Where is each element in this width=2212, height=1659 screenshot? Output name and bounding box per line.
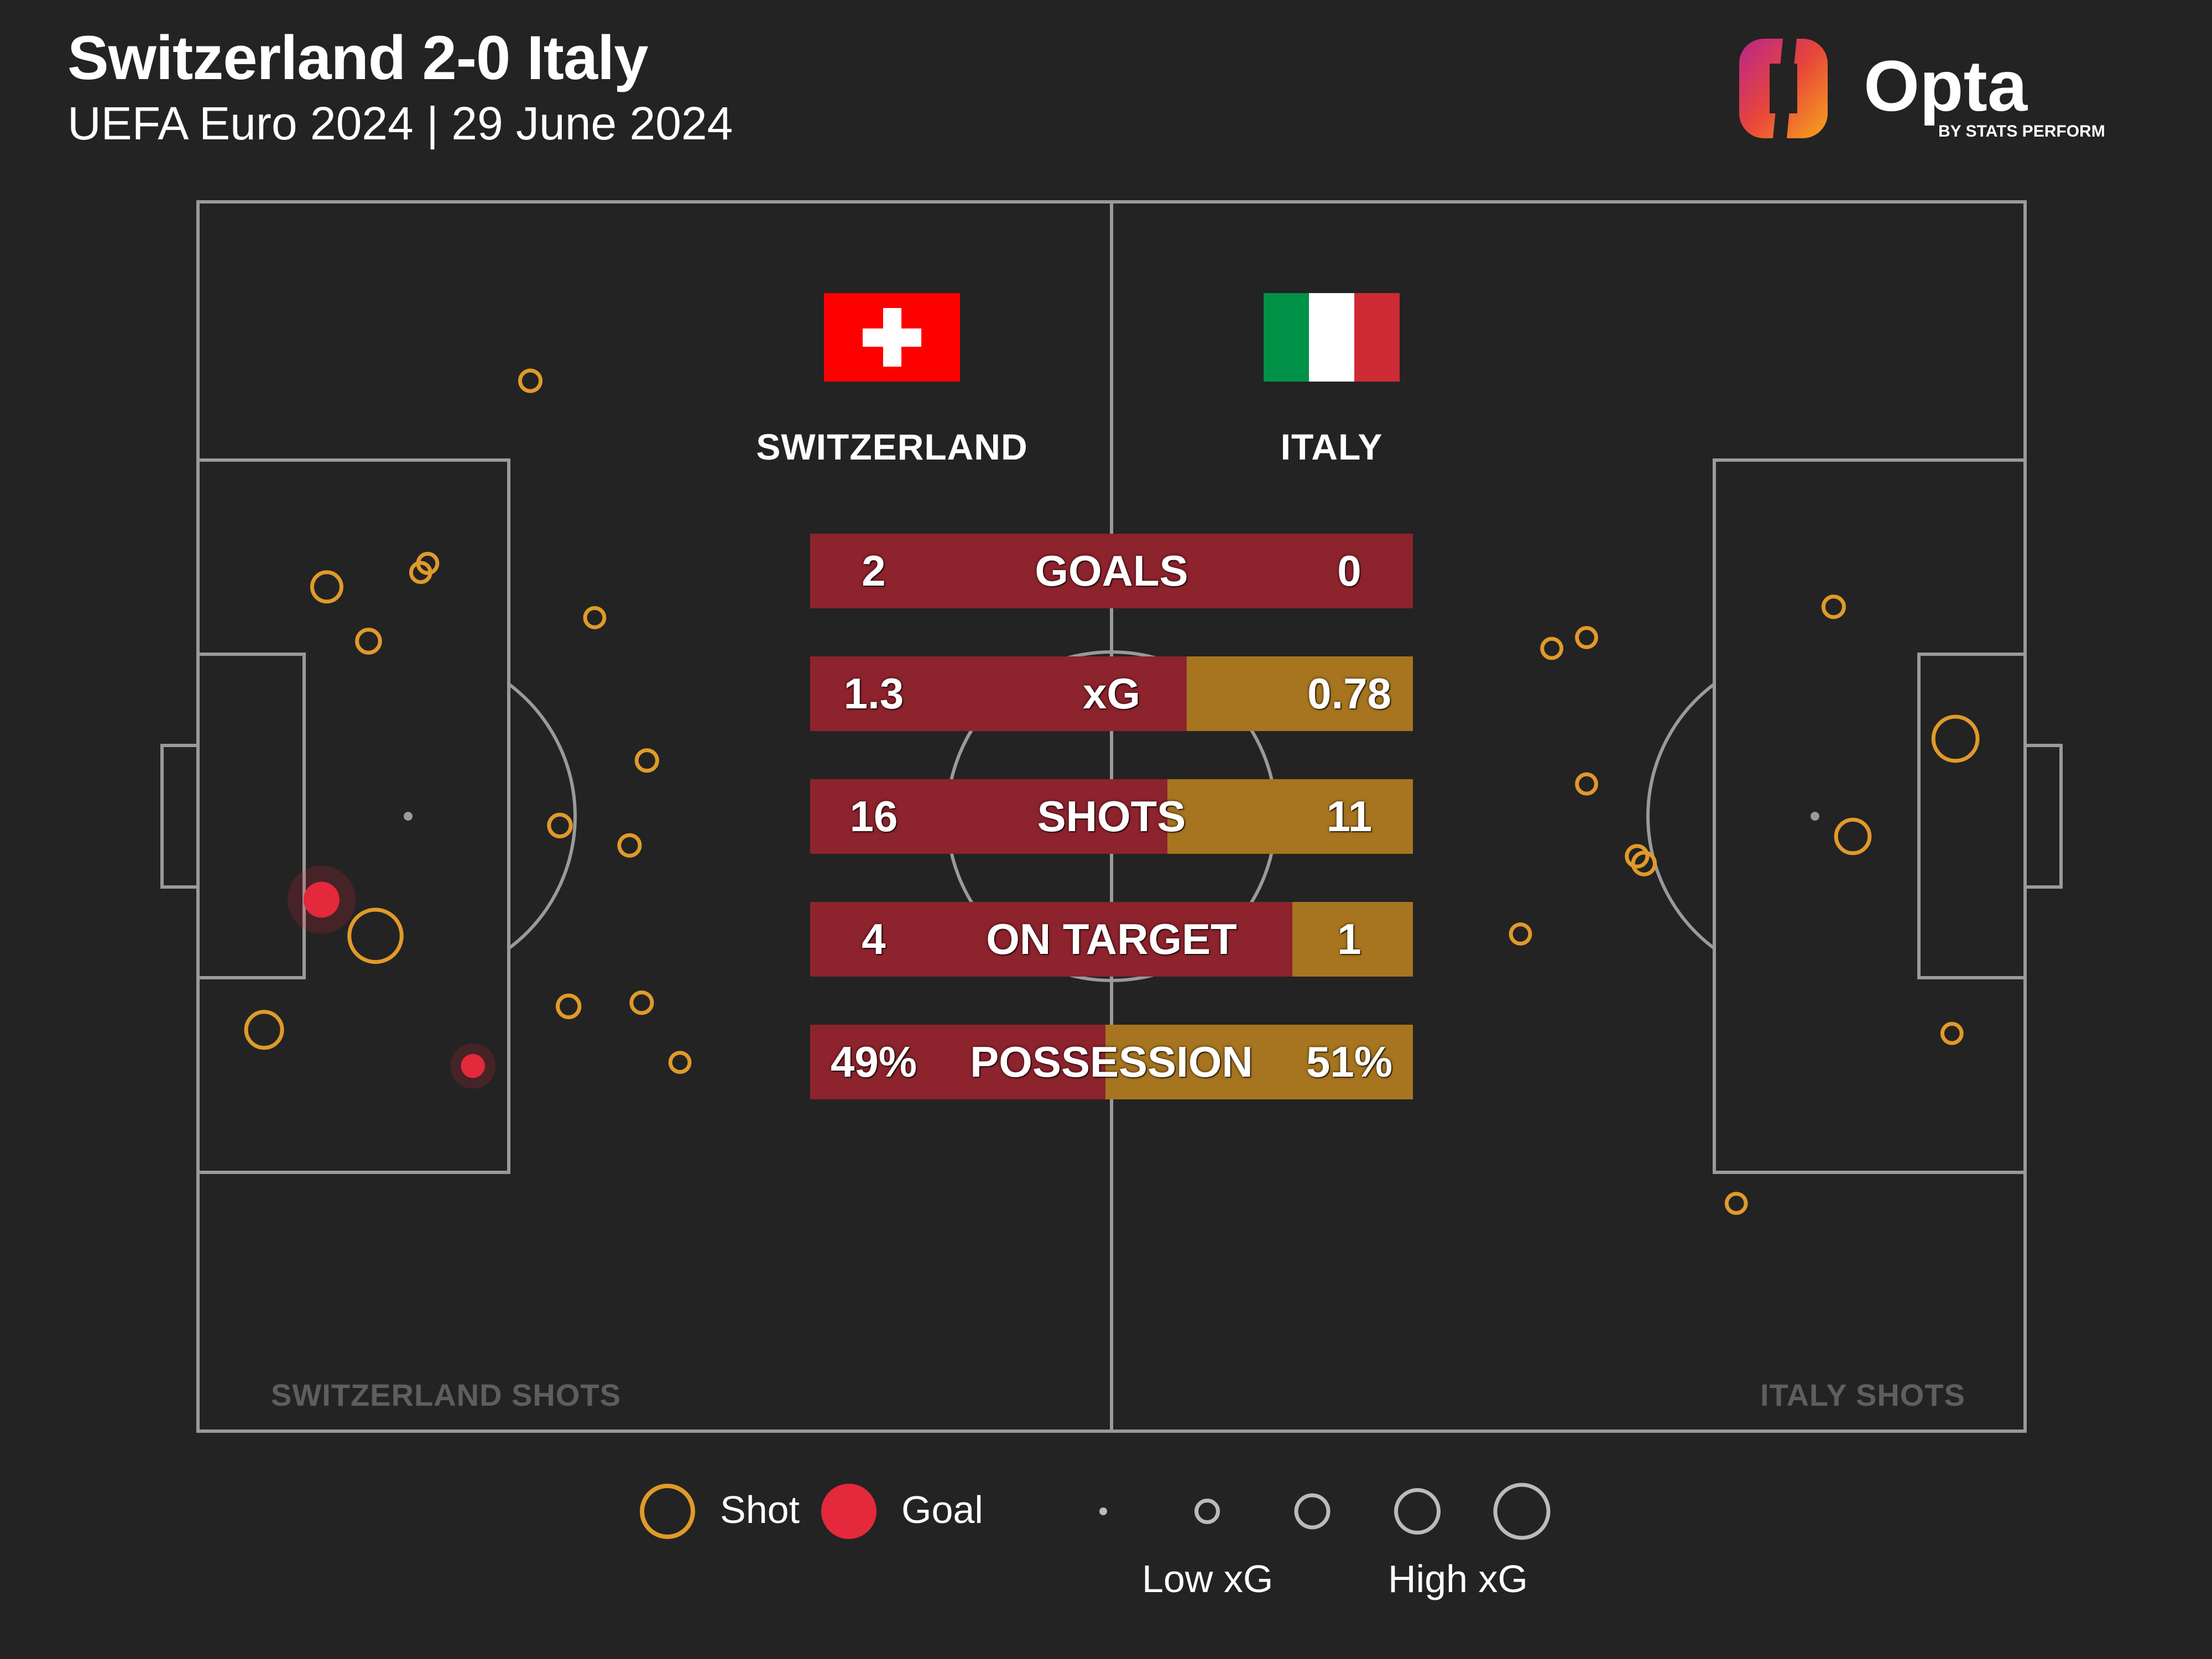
- away-shot-marker: [1931, 714, 1980, 763]
- stat-label: ON TARGET: [986, 915, 1237, 963]
- away-stat-bar: [1187, 656, 1413, 731]
- away-shot-marker: [1724, 1192, 1748, 1215]
- legend-xg-size-marker: [1394, 1488, 1441, 1535]
- home-stat-bar: [810, 1025, 1105, 1099]
- away-stat-value: 51%: [1306, 1037, 1393, 1086]
- legend-shot-icon: [640, 1484, 695, 1539]
- stat-row: 1.3 xG 0.78: [810, 656, 1413, 731]
- home-shot-marker: [555, 993, 582, 1020]
- home-shot-marker: [347, 907, 404, 964]
- opta-logo: Opta BY STATS PERFORM: [1739, 33, 2105, 144]
- legend-xg-size-marker: [1099, 1507, 1107, 1515]
- page-title: Switzerland 2-0 Italy: [67, 23, 649, 92]
- left-goal: [160, 744, 200, 889]
- stat-label: POSSESSION: [970, 1037, 1253, 1086]
- legend-high-xg-label: High xG: [1388, 1557, 1528, 1600]
- away-shots-label: ITALY SHOTS: [1760, 1378, 1965, 1412]
- left-penalty-arc: [508, 682, 577, 950]
- switzerland-flag: [824, 293, 960, 382]
- stat-row: 4 ON TARGET 1: [810, 902, 1413, 977]
- home-shot-marker: [244, 1010, 284, 1050]
- stat-label: GOALS: [1035, 546, 1188, 595]
- stat-row: 16 SHOTS 11: [810, 779, 1413, 854]
- home-shot-marker: [634, 748, 659, 773]
- home-shot-marker: [668, 1051, 692, 1074]
- home-shot-marker: [355, 628, 382, 655]
- away-stat-bar: [1105, 1025, 1413, 1099]
- home-stat-bar: [810, 534, 1413, 608]
- home-stat-value: 1.3: [843, 669, 904, 718]
- stat-label: SHOTS: [1037, 792, 1186, 841]
- page-subtitle: UEFA Euro 2024 | 29 June 2024: [67, 97, 733, 149]
- italy-flag: [1264, 293, 1400, 382]
- stat-label: xG: [1082, 669, 1141, 718]
- away-shot-marker: [1940, 1021, 1964, 1045]
- right-penalty-area: [1713, 458, 2027, 1174]
- home-shot-marker: [310, 570, 343, 604]
- home-shots-label: SWITZERLAND SHOTS: [271, 1378, 621, 1412]
- home-shot-marker: [583, 606, 607, 629]
- away-shot-marker: [1575, 772, 1598, 796]
- away-team-name: ITALY: [1280, 426, 1383, 467]
- away-shot-marker: [1509, 922, 1532, 946]
- legend-xg-size-marker: [1493, 1483, 1551, 1540]
- away-stat-value: 11: [1326, 792, 1373, 841]
- away-shot-marker: [1821, 594, 1846, 619]
- home-goal-marker: [461, 1053, 485, 1078]
- legend-low-xg-label: Low xG: [1142, 1557, 1274, 1600]
- legend-shot-label: Shot: [720, 1488, 800, 1531]
- shots-layer: [244, 368, 1980, 1215]
- home-stat-value: 2: [862, 546, 886, 595]
- away-stat-bar: [1292, 902, 1413, 977]
- right-goal: [2023, 744, 2063, 889]
- home-stat-bar: [810, 779, 1167, 854]
- home-shot-marker: [409, 561, 432, 585]
- home-stat-value: 49%: [830, 1037, 917, 1086]
- right-six-yard-box: [1917, 653, 2027, 979]
- away-shot-marker: [1575, 626, 1598, 649]
- home-goal-marker: [303, 881, 340, 918]
- away-shot-marker: [1631, 851, 1657, 877]
- away-stat-value: 0.78: [1307, 669, 1391, 718]
- legend-xg-size-marker: [1194, 1499, 1220, 1524]
- left-penalty-spot: [404, 812, 413, 821]
- home-team-name: SWITZERLAND: [756, 426, 1028, 467]
- legend-goal-icon: [821, 1484, 877, 1539]
- legend-goal-label: Goal: [901, 1488, 983, 1531]
- away-shot-marker: [1625, 844, 1650, 869]
- away-shot-marker: [1834, 817, 1872, 855]
- legend: [640, 1483, 1551, 1540]
- away-stat-bar: [1167, 779, 1413, 854]
- right-penalty-spot: [1811, 812, 1819, 821]
- logo-wordmark: Opta: [1864, 45, 2028, 126]
- home-shot-marker: [518, 368, 543, 393]
- away-shot-marker: [1540, 637, 1564, 660]
- home-stat-bar: [810, 902, 1292, 977]
- away-stat-value: 0: [1337, 546, 1361, 595]
- legend-xg-size-marker: [1294, 1493, 1331, 1530]
- home-shot-marker: [629, 990, 654, 1015]
- stat-row: 49% POSSESSION 51%: [810, 1025, 1413, 1099]
- stat-row: 2 GOALS 0: [810, 534, 1413, 608]
- away-stat-value: 1: [1337, 915, 1361, 963]
- left-six-yard-box: [196, 653, 306, 979]
- home-stat-value: 16: [849, 792, 898, 841]
- home-shot-marker: [547, 812, 573, 839]
- home-stat-bar: [810, 656, 1187, 731]
- home-stat-value: 4: [862, 915, 886, 963]
- logo-byline: BY STATS PERFORM: [1938, 122, 2105, 140]
- home-shot-marker: [617, 833, 642, 858]
- right-penalty-arc: [1646, 682, 1715, 950]
